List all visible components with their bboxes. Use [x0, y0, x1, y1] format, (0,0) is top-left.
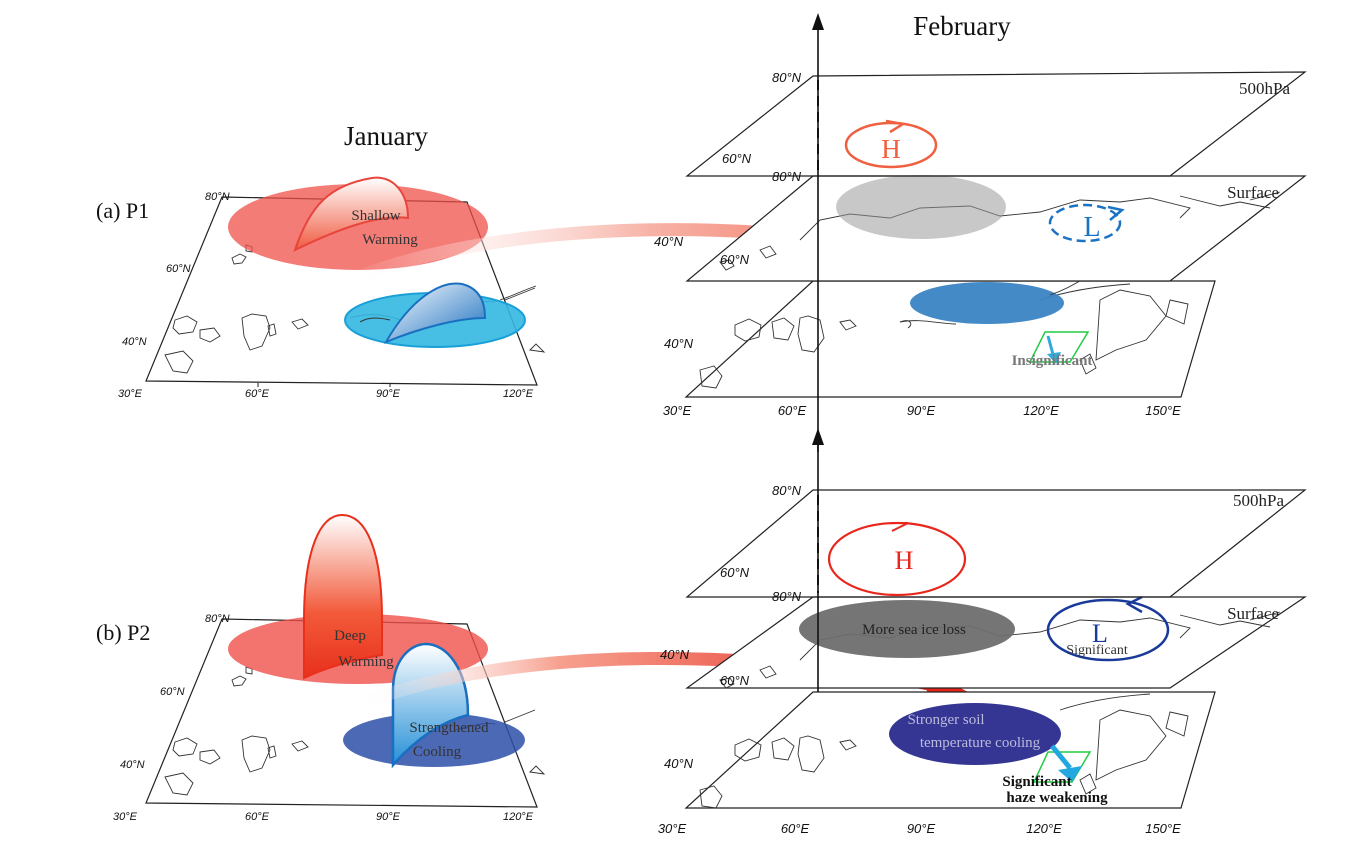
- high-pressure-arrow: [885, 119, 907, 134]
- coastline: [699, 693, 1189, 809]
- lat-60: 60°N: [166, 263, 191, 275]
- panel-a: (a) P1 Shallow Warming 80°N 60°N 40°N 30…: [96, 13, 1307, 452]
- lon-120: 120°E: [1023, 403, 1059, 418]
- cooling-ellipse: [343, 713, 525, 767]
- header-february: February: [913, 11, 1011, 41]
- sea-ice-ellipse: [836, 175, 1006, 239]
- low-pressure-arrow: [1125, 595, 1143, 614]
- header-january: January: [344, 121, 428, 151]
- sea-ice-ellipse: [799, 600, 1015, 658]
- haze-arrowhead: [1058, 766, 1082, 782]
- panel-b-january-map: Deep Warming Strengthened Cooling 80°N 6…: [113, 513, 546, 823]
- coastline-overlay: [359, 285, 537, 323]
- cooling-label-1: Strengthened: [409, 720, 489, 736]
- low-pressure-ellipse: [1046, 598, 1170, 662]
- surface-lat-60: 60°N: [720, 673, 750, 688]
- vertical-axis-arrowhead: [812, 13, 824, 30]
- high-pressure-arrow: [891, 522, 909, 532]
- lat-40: 40°N: [122, 336, 147, 348]
- cooling-label-2: Cooling: [413, 744, 462, 760]
- warming-label-1: Shallow: [351, 208, 400, 224]
- lon-150: 150°E: [1145, 821, 1181, 836]
- low-pressure-arrow: [1107, 205, 1125, 221]
- upper-level-label: 500hPa: [1233, 491, 1284, 510]
- upper-plane: [685, 71, 1307, 177]
- low-label: L: [1092, 619, 1108, 648]
- surface-label: Surface: [1227, 183, 1279, 202]
- lon-150: 150°E: [1145, 403, 1181, 418]
- upper-lat-60: 60°N: [720, 565, 750, 580]
- haze-region-box: [1028, 331, 1090, 363]
- lon-60: 60°E: [245, 811, 270, 823]
- warming-ellipse: [228, 184, 488, 270]
- upper-lat-40: 40°N: [654, 234, 684, 249]
- low-label: L: [1083, 212, 1100, 243]
- upper-level-label: 500hPa: [1239, 79, 1290, 98]
- warming-label-2: Warming: [362, 232, 418, 248]
- lon-60: 60°E: [781, 821, 810, 836]
- lat-80: 80°N: [205, 191, 230, 203]
- surface-lat-80: 80°N: [772, 169, 802, 184]
- surface-lat-40: 40°N: [664, 336, 694, 351]
- haze-label-2: haze weakening: [1006, 790, 1108, 806]
- warming-label-2: Warming: [338, 654, 394, 670]
- panel-a-january-map: Shallow Warming 80°N 60°N 40°N 30°E 60°E…: [118, 176, 546, 400]
- low-pressure-ellipse: [1048, 203, 1122, 243]
- haze-arrow: [1050, 744, 1072, 770]
- panel-b-label: (b) P2: [96, 620, 150, 645]
- upper-lat-80: 80°N: [772, 70, 802, 85]
- surface-lat-40: 40°N: [664, 756, 694, 771]
- haze-arrowhead: [1047, 352, 1061, 364]
- lon-120: 120°E: [503, 811, 534, 823]
- coastline: [699, 283, 1189, 389]
- upper-lat-60: 60°N: [722, 151, 752, 166]
- lon-60: 60°E: [778, 403, 807, 418]
- panel-b: (b) P2 Deep Warming Strengthened Cooling…: [96, 428, 1307, 836]
- lon-30: 30°E: [663, 403, 692, 418]
- lon-120: 120°E: [1026, 821, 1062, 836]
- soil-label-2: temperature cooling: [920, 735, 1041, 751]
- warming-dome: [293, 176, 410, 252]
- surface-label: Surface: [1227, 604, 1279, 623]
- lon-90: 90°E: [907, 403, 936, 418]
- sea-ice-label: More sea ice loss: [862, 622, 966, 638]
- upper-lat-80: 80°N: [772, 483, 802, 498]
- warming-dome: [303, 513, 383, 680]
- high-label: H: [895, 546, 914, 575]
- lat-40: 40°N: [120, 759, 145, 771]
- haze-label: Insignificant: [1012, 353, 1093, 369]
- panel-b-february-map: Stronger soil temperature cooling Signif…: [658, 428, 1307, 836]
- haze-label-1: Significant: [1002, 774, 1071, 790]
- vertical-axis-arrowhead: [812, 428, 824, 445]
- lon-90: 90°E: [376, 811, 401, 823]
- surface-lat-80: 80°N: [772, 589, 802, 604]
- upper-plane: [685, 489, 1307, 598]
- panel-a-label: (a) P1: [96, 198, 149, 223]
- lat-60: 60°N: [160, 686, 185, 698]
- warming-label-1: Deep: [334, 628, 366, 644]
- lon-90: 90°E: [907, 821, 936, 836]
- lon-30: 30°E: [113, 811, 138, 823]
- lat-80: 80°N: [205, 613, 230, 625]
- lon-120: 120°E: [503, 388, 534, 400]
- surface-plane: [685, 175, 1307, 282]
- soil-label-1: Stronger soil: [907, 712, 984, 728]
- soil-cooling-ellipse: [910, 282, 1064, 324]
- upper-lat-40: 40°N: [660, 647, 690, 662]
- lon-30: 30°E: [118, 388, 143, 400]
- high-label: H: [881, 134, 901, 164]
- lon-60: 60°E: [245, 388, 270, 400]
- lon-30: 30°E: [658, 821, 687, 836]
- panel-a-february-map: Insignificant L Surface 500hPa H 80°N 60…: [654, 13, 1307, 452]
- soil-cooling-ellipse: [889, 703, 1061, 765]
- cooling-dome: [383, 282, 487, 345]
- lon-90: 90°E: [376, 388, 401, 400]
- surface-lat-60: 60°N: [720, 252, 750, 267]
- low-significant-label: Significant: [1066, 643, 1128, 658]
